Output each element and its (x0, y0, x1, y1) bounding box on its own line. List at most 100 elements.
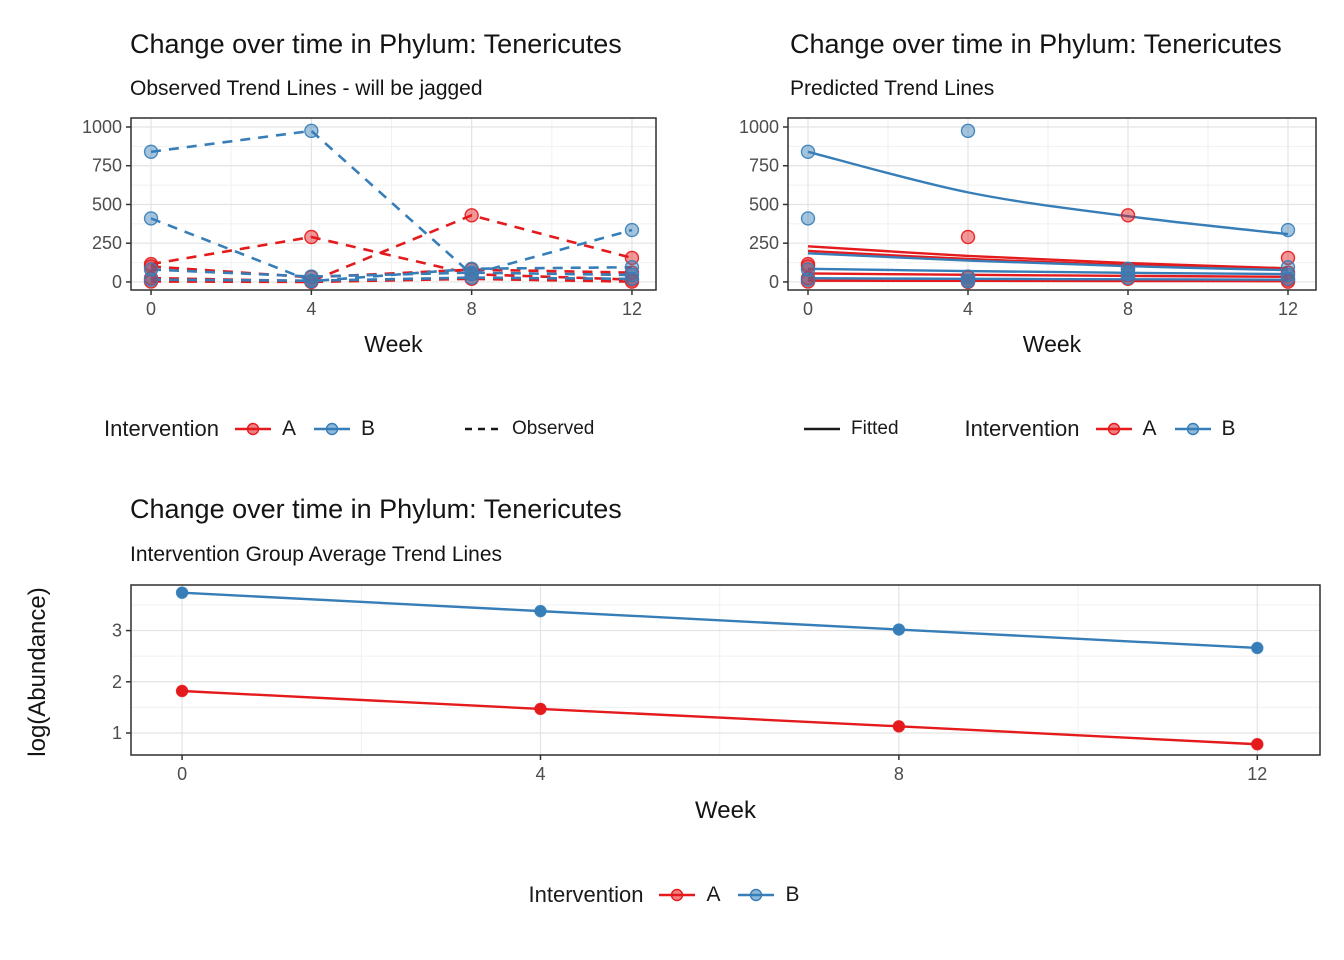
y-tick-label: 500 (749, 194, 779, 214)
legend-key-line-icon (804, 427, 840, 431)
legend-key-a-icon (234, 422, 271, 436)
series-line-A-fit1 (807, 245, 1289, 270)
data-point-B (960, 123, 976, 139)
legend-title: Intervention (528, 882, 644, 907)
series-line-B-subj3 (150, 268, 632, 278)
x-tick-label: 12 (1278, 299, 1298, 319)
data-point-B (1280, 260, 1296, 275)
legend-label: B (1221, 417, 1236, 440)
average-legend: Intervention A B (0, 872, 1344, 918)
legend-item-b: B (1173, 417, 1236, 441)
chart-title: Change over time in Phylum: Tenericutes (790, 29, 1282, 59)
legend-label: Observed (512, 418, 595, 439)
data-point-B (624, 267, 640, 283)
minor-gridlines (131, 585, 1320, 755)
observed-legend: Intervention A B Observed (0, 406, 672, 452)
legend-label: Fitted (851, 418, 899, 439)
legend-point (671, 888, 684, 902)
data-point-B (304, 273, 319, 288)
data-point-B (534, 604, 547, 618)
legend-key-b-icon (313, 422, 350, 436)
y-tick-label: 1 (112, 723, 122, 743)
series-line-A-subj1 (150, 235, 632, 281)
chart-title: Change over time in Phylum: Tenericutes (130, 494, 622, 524)
series-line-B-subj1 (150, 129, 633, 276)
legend-point (325, 422, 339, 436)
data-point-B (624, 271, 640, 287)
x-tick-label: 0 (146, 299, 156, 319)
data-point-B (1280, 271, 1296, 287)
x-tick-label: 12 (1247, 764, 1267, 784)
x-tick-label: 4 (306, 299, 316, 319)
legend-label: A (706, 883, 721, 906)
axis-ticks (126, 126, 633, 295)
chart-subtitle: Intervention Group Average Trend Lines (130, 543, 503, 566)
chart-title: Change over time in Phylum: Tenericutes (130, 29, 622, 59)
axis-ticks (783, 126, 1289, 295)
data-point-B (1120, 265, 1136, 280)
y-tick-label: 250 (749, 233, 779, 253)
y-tick-label: 0 (769, 272, 779, 292)
legend-label: B (360, 417, 375, 440)
x-tick-label: 8 (467, 299, 477, 319)
y-tick-label: 3 (112, 621, 122, 641)
data-point-B (464, 265, 479, 280)
data-point-B (624, 260, 640, 275)
y-tick-label: 750 (92, 156, 122, 176)
legend-point (246, 422, 260, 436)
data-point-A (1120, 208, 1136, 223)
x-tick-label: 4 (535, 764, 545, 784)
data-point-B (304, 123, 319, 139)
y-tick-label: 2 (112, 672, 122, 692)
y-tick-label: 1000 (739, 117, 779, 137)
x-tick-label: 0 (177, 764, 187, 784)
legend-key-b-icon (1174, 422, 1211, 436)
legend-title: Intervention (964, 416, 1080, 441)
x-axis-label: Week (1022, 331, 1082, 357)
predicted-trend-figure: Change over time in Phylum: Tenericutes … (672, 0, 1344, 460)
panel-background (131, 585, 1320, 755)
data-points (175, 586, 1264, 751)
series-line-B-fit4 (807, 277, 1289, 281)
chart-subtitle: Observed Trend Lines - will be jagged (130, 77, 483, 100)
data-point-B (143, 262, 159, 277)
data-point-B (624, 222, 640, 238)
series-line-A-average (182, 689, 1258, 746)
data-point-A (892, 720, 906, 733)
legend-label: A (281, 417, 296, 440)
legend-item-fitted: Fitted (802, 418, 899, 440)
data-point-B (464, 270, 479, 285)
tick-labels: 0 4 8 12 0 250 500 750 1000 (739, 117, 1298, 319)
legend-item-b: B (736, 883, 800, 907)
data-point-B (1280, 222, 1296, 238)
data-point-B (175, 586, 189, 599)
data-point-B (960, 273, 976, 288)
data-points (143, 123, 640, 290)
series-line-B-fit2 (807, 252, 1289, 272)
legend-key-b-icon (738, 888, 775, 902)
data-point-B (800, 272, 816, 287)
legend-item-a: A (1094, 417, 1157, 441)
legend-item-a: A (233, 417, 296, 441)
data-point-A (960, 229, 976, 245)
y-tick-label: 750 (749, 156, 779, 176)
series-lines (182, 591, 1258, 746)
data-point-B (892, 623, 906, 636)
legend-key-a-icon (659, 888, 696, 902)
data-point-B (143, 272, 159, 287)
series-lines (807, 150, 1289, 283)
major-gridlines (131, 585, 1320, 755)
data-point-B (1251, 641, 1264, 655)
predicted-plot-panel: 0 4 8 12 0 250 500 750 1000 (739, 117, 1317, 319)
data-point-A (1251, 738, 1264, 751)
x-tick-label: 12 (622, 299, 642, 319)
predicted-legend: Fitted Intervention A B (672, 406, 1344, 452)
data-point-B (1120, 270, 1136, 285)
data-point-B (143, 144, 159, 159)
x-axis-label: Week (364, 331, 423, 357)
x-tick-label: 0 (803, 299, 813, 319)
x-tick-label: 8 (1123, 299, 1133, 319)
y-tick-label: 1000 (82, 117, 122, 137)
